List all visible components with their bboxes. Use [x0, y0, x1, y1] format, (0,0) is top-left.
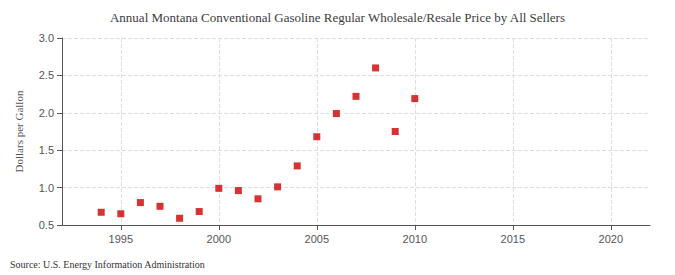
svg-text:3.0: 3.0	[39, 32, 54, 44]
svg-text:1995: 1995	[109, 233, 133, 245]
svg-text:2000: 2000	[207, 233, 231, 245]
svg-text:Annual Montana Conventional Ga: Annual Montana Conventional Gasoline Reg…	[110, 10, 565, 25]
svg-text:2015: 2015	[501, 233, 525, 245]
svg-text:1.5: 1.5	[39, 144, 54, 156]
svg-text:2.5: 2.5	[39, 69, 54, 81]
svg-text:0.5: 0.5	[39, 219, 54, 231]
svg-text:2005: 2005	[305, 233, 329, 245]
svg-text:2.0: 2.0	[39, 107, 54, 119]
svg-text:2010: 2010	[403, 233, 427, 245]
svg-text:Dollars per Gallon: Dollars per Gallon	[13, 90, 25, 172]
svg-text:2020: 2020	[599, 233, 623, 245]
svg-text:Source: U.S. Energy Informatio: Source: U.S. Energy Information Administ…	[10, 259, 205, 270]
svg-text:1.0: 1.0	[39, 182, 54, 194]
